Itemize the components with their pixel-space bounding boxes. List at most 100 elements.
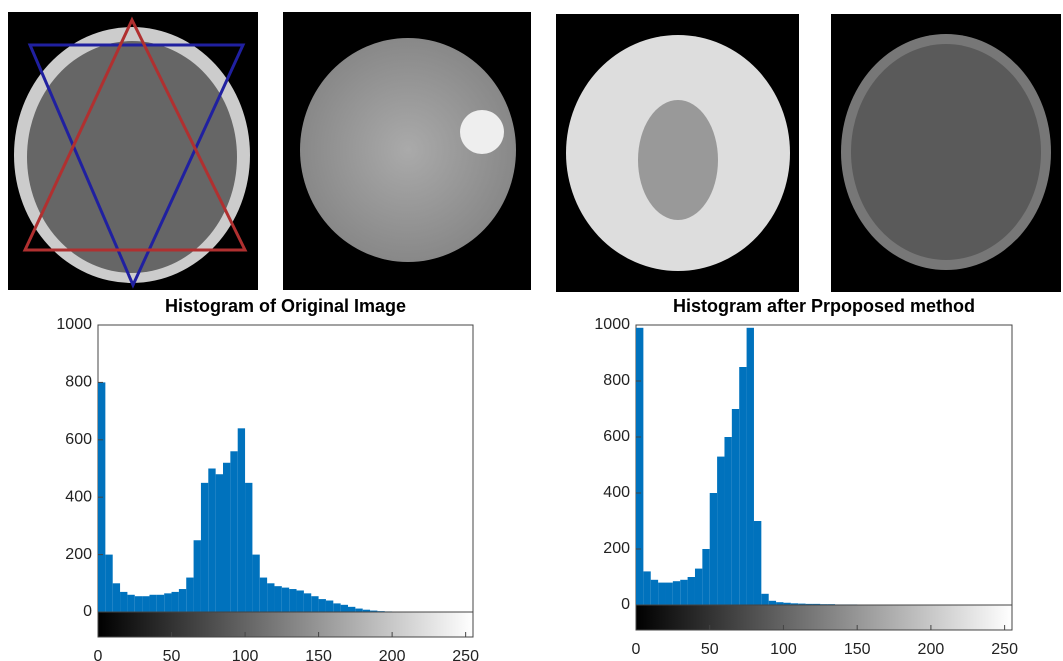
histogram-bar <box>687 577 695 605</box>
x-tick-label: 50 <box>701 641 719 658</box>
plot-area <box>97 324 474 613</box>
y-tick-label: 800 <box>603 372 630 389</box>
x-tick-label: 150 <box>305 648 332 661</box>
histogram-bar <box>120 591 128 612</box>
histogram-bar <box>333 603 341 612</box>
histogram-bar <box>171 591 179 612</box>
histogram-bar <box>186 577 194 612</box>
histogram-bar <box>318 599 326 612</box>
histogram-bar <box>325 600 334 612</box>
y-tick-label: 800 <box>65 374 92 391</box>
histogram-bar <box>709 493 718 605</box>
histogram-chart: Histogram of Original Image 0 200 400 600 800… <box>56 296 479 661</box>
histogram-bar <box>200 482 209 612</box>
histogram-bar <box>178 589 187 612</box>
x-tick-label: 100 <box>232 648 259 661</box>
y-tick-label: 400 <box>65 488 92 505</box>
segment-region <box>638 100 718 220</box>
y-tick-label: 600 <box>603 428 630 445</box>
histogram-bar <box>746 327 754 605</box>
histogram-bar <box>274 586 282 612</box>
histogram-bar <box>230 451 238 612</box>
histogram-bar <box>717 456 725 605</box>
histogram-bar <box>812 603 821 605</box>
histogram-bar <box>790 603 799 605</box>
chart-title: Histogram of Original Image <box>165 296 406 316</box>
y-tick-label: 0 <box>621 596 630 613</box>
histogram-bar <box>724 437 732 605</box>
chart-title: Histogram after Prpoposed method <box>673 296 975 316</box>
histogram-bar <box>672 581 681 605</box>
histogram-bar <box>643 571 651 605</box>
histogram-bar <box>362 609 371 612</box>
histogram-bar <box>650 579 659 605</box>
histogram-bar <box>702 549 710 605</box>
histogram-bar <box>680 579 688 605</box>
histogram-bar <box>142 596 150 612</box>
y-tick-label: 200 <box>65 546 92 563</box>
histogram-bar <box>798 603 806 605</box>
x-tick-label: 100 <box>770 641 797 658</box>
histogram-bar <box>340 604 348 612</box>
histogram-bar <box>112 583 121 612</box>
histogram-bar <box>776 602 784 605</box>
triangle-blue <box>27 43 246 289</box>
y-tick-label: 0 <box>83 603 92 620</box>
histogram-bar <box>149 594 157 612</box>
histogram-chart: Histogram after Prpoposed method 0 200 400 6… <box>594 296 1018 658</box>
images <box>8 12 1061 292</box>
histogram-bar <box>164 593 172 612</box>
histogram-bar <box>761 593 769 605</box>
histogram-bar <box>739 367 747 605</box>
histogram-bar <box>355 608 363 612</box>
x-tick-label: 200 <box>379 648 406 661</box>
histogram-bar <box>223 462 231 612</box>
x-tick-label: 250 <box>991 641 1018 658</box>
histogram-bar <box>665 582 673 605</box>
histogram-bar <box>245 482 253 612</box>
histogram-bar <box>252 554 260 612</box>
histogram-bar <box>237 428 246 612</box>
histogram-bar <box>303 593 312 612</box>
histogram-bar <box>208 468 216 612</box>
x-tick-label: 0 <box>94 648 103 661</box>
brain <box>27 41 237 273</box>
histogram-bar <box>105 554 113 612</box>
histogram-bar <box>215 474 223 612</box>
histogram-bar <box>289 589 297 612</box>
histogram-bar <box>805 603 813 605</box>
colorbar <box>635 604 1013 631</box>
x-tick-label: 0 <box>632 641 641 658</box>
histogram-bar <box>156 594 165 612</box>
histogram-bar <box>311 596 319 612</box>
x-tick-label: 50 <box>163 648 181 661</box>
bright-spot <box>460 110 504 154</box>
enhanced-inner <box>851 44 1041 260</box>
histogram-bar <box>296 590 304 612</box>
x-tick-label: 150 <box>844 641 871 658</box>
x-tick-label: 200 <box>918 641 945 658</box>
y-tick-label: 600 <box>65 431 92 448</box>
histogram-bar <box>636 327 644 605</box>
charts: Histogram of Original Image 0 200 400 600 800… <box>56 296 1018 661</box>
y-tick-label: 1000 <box>594 316 630 333</box>
histogram-bar <box>731 409 740 605</box>
histogram-bar <box>259 577 268 612</box>
histogram-bar <box>370 610 378 612</box>
y-tick-label: 200 <box>603 540 630 557</box>
y-tick-label: 400 <box>603 484 630 501</box>
histogram-bar <box>694 568 703 605</box>
histogram-bar <box>658 582 666 605</box>
histogram-bar <box>348 606 356 612</box>
histogram-bar <box>134 596 143 612</box>
triangle-red <box>22 16 248 252</box>
y-tick-label: 1000 <box>56 316 92 333</box>
histogram-bar <box>193 540 201 612</box>
histogram-bar <box>127 594 135 612</box>
histogram-bar <box>753 521 762 605</box>
blurred-brain <box>300 38 516 262</box>
histogram-bar <box>768 600 777 605</box>
histogram-bar <box>267 583 275 612</box>
histogram-bar <box>783 602 791 605</box>
